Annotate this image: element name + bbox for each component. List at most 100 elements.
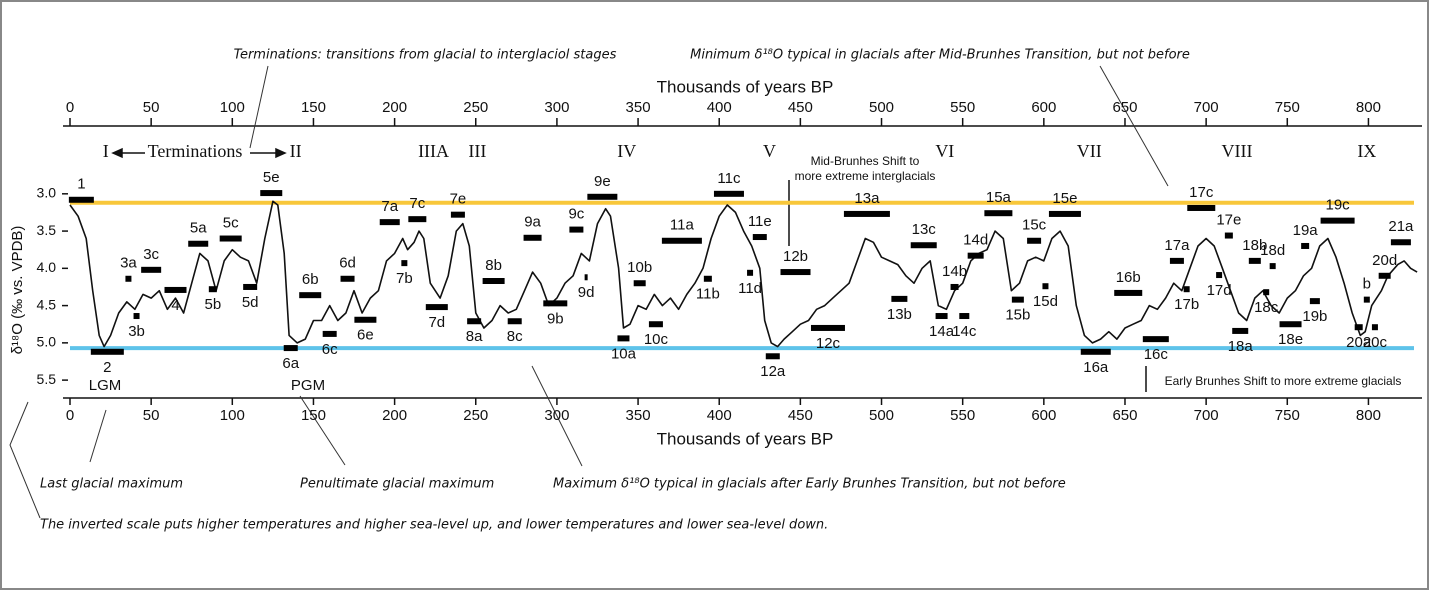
annotation: The inverted scale puts higher temperatu…	[40, 518, 828, 533]
stage-bar	[425, 304, 448, 311]
x-tick-label: 350	[626, 407, 651, 424]
stage-bar	[1279, 321, 1302, 328]
termination-label: VI	[935, 141, 954, 161]
stage-label: b	[1363, 276, 1371, 293]
stage-label: 11c	[717, 170, 741, 187]
stage-label: 18b	[1242, 237, 1267, 254]
y-tick-label: 5.5	[37, 371, 57, 387]
stage-bar	[340, 275, 355, 282]
stage-bar	[379, 219, 400, 226]
x-tick-label: 750	[1275, 407, 1300, 424]
stage-label: 9e	[594, 173, 611, 190]
annotation: Minimum δ¹⁸O typical in glacials after M…	[690, 48, 1190, 63]
annotation: Maximum δ¹⁸O typical in glacials after E…	[553, 477, 1066, 492]
stage-label: 17b	[1174, 296, 1199, 313]
top-x-tick-label: 100	[220, 99, 245, 116]
top-x-tick-label: 650	[1112, 99, 1137, 116]
stage-label: 14b	[942, 263, 967, 280]
top-x-tick-label: 500	[869, 99, 894, 116]
stage-label: 10c	[644, 331, 669, 348]
stage-label: 5d	[242, 294, 259, 311]
stage-bar	[219, 235, 242, 242]
x-tick-label: 300	[544, 407, 569, 424]
stage-bar	[765, 353, 780, 360]
stage-bar	[617, 335, 630, 342]
termination-label: I	[103, 141, 109, 161]
x-tick-label: 550	[950, 407, 975, 424]
y-axis-title: δ¹⁸O (‰ vs. VPDB)	[9, 226, 26, 355]
top-x-tick-label: 800	[1356, 99, 1381, 116]
stage-bar	[1027, 237, 1042, 244]
stage-label: 5c	[223, 214, 239, 231]
stage-bar	[1169, 257, 1184, 264]
stage-bar	[910, 242, 937, 249]
stage-bar	[587, 193, 618, 200]
leader-lines	[9, 65, 1169, 519]
stage-label: 16b	[1116, 269, 1141, 286]
stage-label: 5a	[190, 220, 207, 237]
stage-bar	[1301, 242, 1310, 249]
stage-bar	[984, 210, 1013, 217]
stage-bar	[1048, 210, 1081, 217]
termination-label: II	[290, 141, 302, 161]
y-tick-label: 3.0	[37, 185, 57, 201]
stage-label: 20d	[1372, 252, 1397, 269]
x-tick-label: 800	[1356, 407, 1381, 424]
stage-bar	[950, 283, 959, 290]
stage-label: 8c	[507, 328, 523, 345]
stage-bar	[401, 260, 408, 267]
stage-label: 2	[103, 359, 111, 376]
stage-bar	[322, 330, 337, 337]
stage-label: 4	[171, 297, 179, 314]
termination-label: IIIA	[418, 141, 449, 161]
stage-label: 10b	[627, 259, 652, 276]
stage-label: 7d	[428, 314, 445, 331]
top-x-tick-label: 700	[1194, 99, 1219, 116]
stage-bar	[1042, 283, 1049, 290]
stage-label: 12b	[783, 248, 808, 265]
stage-bar	[1390, 239, 1411, 246]
stage-label: 13a	[854, 190, 880, 207]
stage-bar	[1114, 289, 1143, 296]
stage-bar	[935, 313, 948, 320]
stage-bar	[967, 252, 984, 259]
stage-bar	[1224, 232, 1233, 239]
stage-bar	[1363, 296, 1370, 303]
x-tick-label: 250	[463, 407, 488, 424]
annotation: LGM	[89, 377, 122, 394]
x-axis-title: Thousands of years BP	[657, 429, 834, 448]
stage-bar	[584, 274, 588, 281]
stage-label: 20c	[1363, 334, 1388, 351]
x-tick-label: 50	[143, 407, 160, 424]
stage-label: 19a	[1293, 222, 1319, 239]
stage-label: 5b	[204, 296, 221, 313]
y-tick-label: 3.5	[37, 222, 57, 238]
stage-bar	[703, 275, 712, 282]
annotation: Early Brunhes Shift to more extreme glac…	[1165, 374, 1402, 388]
x-tick-label: 700	[1194, 407, 1219, 424]
annotation: Penultimate glacial maximum	[300, 477, 494, 492]
x-tick-label: 450	[788, 407, 813, 424]
termination-label: III	[468, 141, 486, 161]
stage-bar	[1309, 298, 1320, 305]
stage-label: 18a	[1228, 338, 1254, 355]
stage-bar	[661, 237, 702, 244]
stage-label: 18e	[1278, 331, 1303, 348]
stage-bar	[1354, 324, 1363, 331]
top-x-tick-label: 250	[463, 99, 488, 116]
x-tick-label: 500	[869, 407, 894, 424]
stage-label: 9b	[547, 310, 564, 327]
stage-label: 11a	[670, 217, 695, 234]
stage-bar	[1263, 289, 1270, 296]
stage-label: 17c	[1189, 184, 1214, 201]
stage-label: 5e	[263, 169, 280, 186]
stage-bar	[1011, 296, 1024, 303]
stage-bar	[450, 211, 465, 218]
annotation: PGM	[291, 377, 325, 394]
x-tick-label: 650	[1112, 407, 1137, 424]
stage-label: 12c	[816, 335, 841, 352]
stage-label: 8b	[485, 257, 502, 274]
top-x-axis-title: Thousands of years BP	[657, 77, 834, 96]
stage-label: 15b	[1005, 307, 1030, 324]
